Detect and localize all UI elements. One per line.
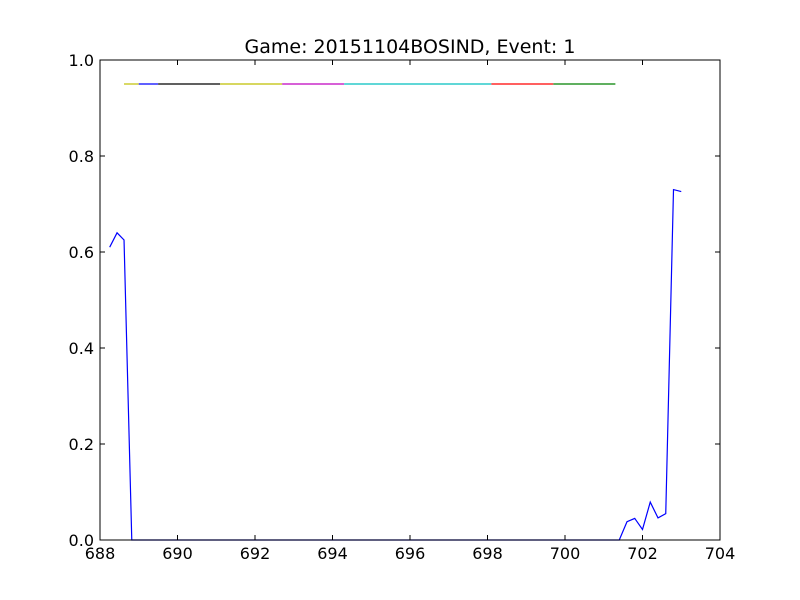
x-tick-label: 692 [240, 544, 271, 563]
x-tick-label: 704 [705, 544, 736, 563]
x-tick-label: 696 [395, 544, 426, 563]
chart-title: Game: 20151104BOSIND, Event: 1 [245, 36, 576, 58]
plot-area-frame [99, 59, 721, 541]
y-tick-label: 1.0 [69, 51, 94, 70]
series-line-0 [109, 188, 682, 541]
x-tick-label: 690 [162, 544, 193, 563]
x-tick-label: 694 [317, 544, 348, 563]
x-tick-label: 700 [550, 544, 581, 563]
x-tick-label: 688 [85, 544, 116, 563]
x-tick-label: 702 [627, 544, 658, 563]
y-tick-label: 0.8 [69, 147, 94, 166]
y-tick-label: 0.4 [69, 339, 94, 358]
data-layer [109, 83, 682, 541]
x-tick-label: 698 [472, 544, 503, 563]
y-tick-label: 0.6 [69, 243, 94, 262]
y-tick-label: 0.2 [69, 435, 94, 454]
axis-layer: 688 690 692 694 696 698 700 702 704 0.0 0.2 0.4 0.6 0… [69, 51, 736, 563]
y-tick-label: 0.0 [69, 531, 94, 550]
